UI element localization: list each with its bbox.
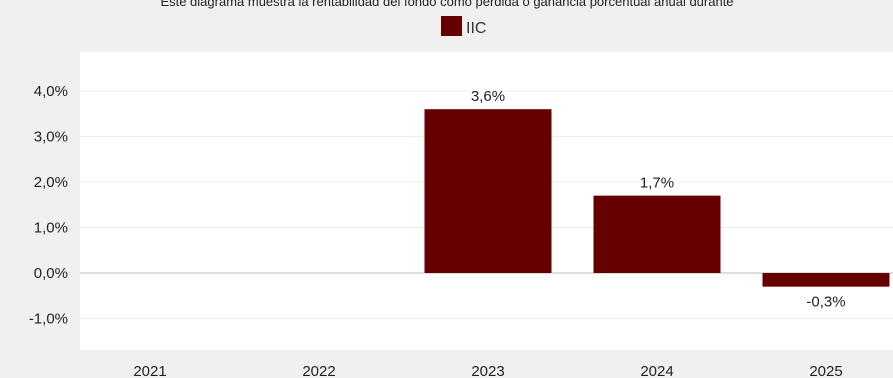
chart-subtitle: Este diagrama muestra la rentabilidad de… [160, 0, 733, 9]
y-tick-label: -1,0% [29, 311, 68, 328]
data-labels: 3,6% 1,7% -0,3% [471, 88, 846, 310]
y-tick-label: 3,0% [34, 129, 68, 146]
bar [762, 273, 890, 287]
x-tick-label: 2021 [133, 363, 166, 378]
data-label: 3,6% [471, 88, 505, 105]
x-tick-label: 2022 [302, 363, 335, 378]
legend-swatch [441, 16, 462, 36]
y-tick-label: 4,0% [34, 83, 68, 100]
y-tick-label: 1,0% [34, 220, 68, 237]
bars [424, 109, 890, 287]
y-tick-label: 2,0% [34, 174, 68, 191]
legend: IIC [441, 16, 486, 37]
x-tick-label: 2023 [471, 363, 504, 378]
bar [424, 109, 552, 273]
bar [593, 195, 721, 273]
data-label: -0,3% [806, 294, 845, 311]
x-tick-label: 2024 [640, 363, 673, 378]
legend-label: IIC [466, 20, 486, 37]
x-axis: 2021 2022 2023 2024 2025 [133, 363, 842, 378]
y-axis: 4,0% 3,0% 2,0% 1,0% 0,0% -1,0% [29, 83, 68, 328]
data-label: 1,7% [640, 175, 674, 192]
x-tick-label: 2025 [809, 363, 842, 378]
y-tick-label: 0,0% [34, 265, 68, 282]
